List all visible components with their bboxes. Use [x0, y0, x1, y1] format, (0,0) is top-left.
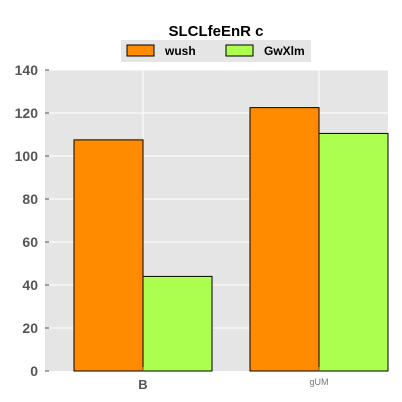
bar-GwXlm-B	[142, 275, 213, 372]
y-tick-label: 140	[15, 62, 39, 78]
x-tick-label: B	[138, 377, 147, 392]
y-tick-label: 40	[22, 277, 38, 293]
bars	[73, 107, 389, 372]
bar-GwXlm-gUM	[318, 132, 389, 372]
y-tick-label: 60	[22, 234, 38, 250]
legend-label: wush	[164, 44, 196, 58]
y-tick-label: 120	[15, 105, 39, 121]
y-tick-label: 80	[22, 191, 38, 207]
chart-title: SLCLfeEnR c	[168, 23, 263, 40]
y-tick-label: 0	[30, 363, 38, 379]
legend: wush GwXlm	[121, 40, 311, 62]
x-tick-label: gUM	[309, 377, 328, 387]
y-tick-label: 100	[15, 148, 39, 164]
legend-box	[121, 40, 311, 62]
legend-swatch-wush	[126, 44, 155, 57]
legend-swatch-GwXlm	[225, 44, 254, 57]
y-tick-label: 20	[22, 320, 38, 336]
bar-wush-B	[73, 139, 144, 372]
legend-label: GwXlm	[264, 44, 305, 58]
y-axis-ticks: 0 20 40 60 80 100 120 140	[15, 62, 49, 379]
bar-wush-gUM	[249, 107, 320, 372]
